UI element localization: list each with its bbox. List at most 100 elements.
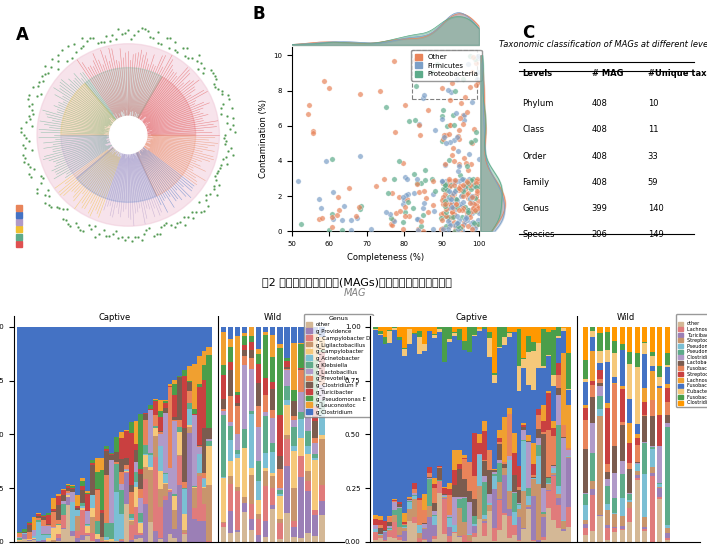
Bar	[597, 386, 602, 396]
Bar	[256, 406, 262, 427]
Bar	[270, 327, 276, 335]
Bar	[597, 516, 602, 542]
Bar	[41, 540, 47, 542]
Point	[462, 207, 474, 216]
Point	[442, 186, 453, 195]
Point	[386, 214, 397, 223]
Bar	[397, 538, 402, 540]
Point	[453, 176, 464, 185]
Bar	[527, 505, 532, 507]
Bar	[242, 503, 247, 512]
Bar	[148, 453, 153, 455]
Bar	[472, 433, 477, 476]
Bar	[320, 349, 325, 352]
Bar	[597, 416, 602, 515]
Bar	[41, 327, 47, 515]
Bar	[201, 428, 207, 473]
Bar	[452, 533, 457, 542]
Bar	[187, 403, 192, 409]
Point	[436, 213, 447, 222]
Bar	[168, 493, 173, 534]
Point	[445, 188, 457, 197]
Bar	[427, 507, 432, 517]
Bar	[228, 476, 233, 484]
Bar	[462, 459, 467, 479]
Bar	[100, 470, 105, 510]
Bar	[583, 420, 588, 449]
Bar	[507, 327, 512, 332]
Bar	[312, 438, 317, 444]
Bar	[472, 476, 477, 499]
Bar	[256, 427, 262, 461]
Bar	[256, 349, 262, 354]
Bar	[71, 492, 76, 502]
Point	[464, 51, 475, 60]
Bar	[605, 479, 610, 486]
Bar	[177, 420, 182, 427]
Text: Taxonomic classification of MAGs at different levels: Taxonomic classification of MAGs at diff…	[498, 40, 707, 49]
Bar	[467, 462, 472, 491]
Bar	[235, 406, 240, 434]
Point	[472, 201, 483, 210]
Bar	[556, 336, 561, 338]
Point	[438, 200, 449, 208]
Bar	[665, 367, 670, 384]
Point	[445, 212, 457, 221]
Point	[471, 174, 482, 183]
Bar	[517, 329, 522, 366]
Bar	[95, 534, 100, 539]
Bar	[235, 434, 240, 450]
Bar	[590, 397, 595, 422]
Bar	[270, 509, 276, 542]
Bar	[129, 540, 134, 542]
Bar	[305, 471, 310, 481]
Bar	[100, 538, 105, 541]
Point	[457, 184, 469, 193]
Bar	[95, 539, 100, 542]
Bar	[551, 468, 556, 473]
Bar	[256, 481, 262, 499]
Bar	[527, 385, 532, 435]
Bar	[139, 489, 144, 498]
Bar	[561, 529, 566, 530]
Bar	[522, 422, 527, 425]
Bar	[447, 536, 452, 542]
Bar	[305, 446, 310, 453]
Bar	[124, 327, 129, 430]
Bar	[477, 487, 482, 519]
Bar	[642, 528, 648, 529]
Bar	[566, 448, 571, 450]
Bar	[522, 427, 527, 430]
Bar	[467, 541, 472, 542]
Bar	[46, 539, 52, 541]
Bar	[527, 507, 532, 509]
Bar	[556, 487, 561, 493]
Bar	[228, 440, 233, 461]
Bar	[320, 414, 325, 435]
Bar	[605, 463, 610, 472]
Bar	[206, 441, 211, 446]
Bar	[551, 465, 556, 466]
Point	[445, 195, 456, 204]
Bar	[95, 327, 100, 458]
Bar	[119, 327, 124, 432]
Bar	[284, 435, 290, 440]
Bar	[235, 450, 240, 454]
Point	[457, 222, 468, 231]
Bar	[583, 405, 588, 408]
Bar	[447, 515, 452, 518]
Bar	[462, 523, 467, 535]
Bar	[551, 421, 556, 427]
Point	[338, 202, 349, 211]
Bar	[517, 390, 522, 466]
Point	[326, 222, 337, 231]
Point	[393, 192, 404, 201]
Bar	[497, 442, 502, 444]
Bar	[583, 360, 588, 379]
Point	[448, 212, 459, 221]
Bar	[263, 416, 269, 453]
Bar	[402, 522, 407, 524]
Bar	[532, 327, 537, 342]
Bar	[486, 332, 492, 338]
Bar	[163, 473, 168, 474]
